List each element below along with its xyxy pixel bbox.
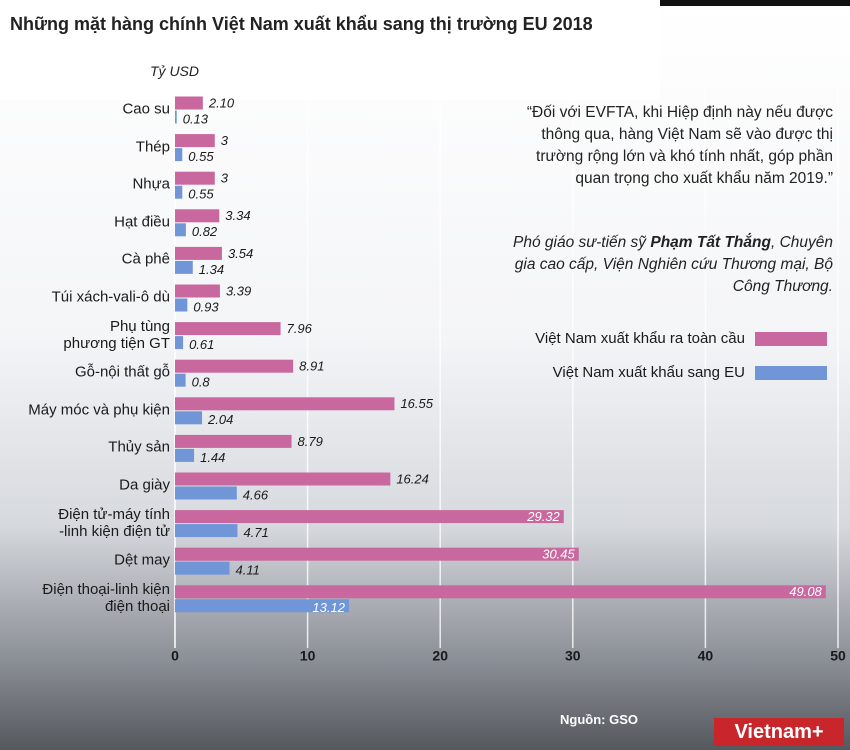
y-tick-label: Thủy sản: [108, 438, 170, 456]
value-label: 2.10: [208, 95, 235, 110]
bar: [175, 322, 281, 336]
value-label: 3: [221, 171, 229, 186]
chart-title: Những mặt hàng chính Việt Nam xuất khẩu …: [10, 14, 593, 34]
value-label: 0.8: [192, 375, 211, 390]
value-label: 8.91: [299, 359, 324, 374]
logo: Vietnam+: [714, 718, 844, 746]
value-label: 49.08: [789, 584, 822, 599]
value-label: 29.32: [526, 509, 560, 524]
bar: [175, 223, 186, 237]
x-tick-label: 0: [171, 648, 179, 664]
y-tick-label: Dệt may: [114, 551, 170, 569]
y-tick-label: Nhựa: [132, 175, 170, 193]
value-label: 4.66: [243, 487, 269, 502]
bar: [175, 397, 395, 411]
y-tick-label: Điện tử-máy tính -linh kiện điện tử: [58, 505, 170, 540]
value-label: 0.82: [192, 224, 218, 239]
value-label: 0.55: [188, 149, 214, 164]
legend-label: Việt Nam xuất khẩu sang EU: [553, 364, 745, 381]
legend-swatch: [755, 332, 827, 346]
bar: [175, 434, 292, 448]
bar: [175, 134, 215, 148]
author-prefix: Phó giáo sư-tiến sỹ: [513, 234, 647, 251]
value-label: 3.34: [225, 208, 250, 223]
bar: [175, 110, 177, 124]
quote: “Đối với EVFTA, khi Hiệp định này nếu đư…: [526, 104, 833, 187]
bar: [175, 472, 391, 486]
value-label: 0.93: [193, 299, 219, 314]
x-tick-label: 50: [830, 648, 846, 664]
bar: [175, 359, 294, 373]
bar: [175, 209, 220, 223]
y-tick-label: Thép: [135, 138, 170, 156]
source: Nguồn: GSO: [560, 712, 638, 727]
value-label: 0.13: [183, 111, 209, 126]
bar: [175, 96, 203, 110]
value-label: 2.04: [207, 412, 233, 427]
value-label: 3: [221, 133, 229, 148]
value-label: 4.71: [243, 525, 268, 540]
y-tick-label: Gỗ-nội thất gỗ: [74, 363, 170, 381]
title-bg: [0, 0, 660, 100]
bar: [175, 510, 564, 524]
value-label: 1.34: [199, 262, 224, 277]
bar: [175, 260, 193, 274]
y-tick-label: Hạt điều: [114, 213, 170, 231]
legend-label: Việt Nam xuất khẩu ra toàn cầu: [535, 330, 745, 347]
bar: [175, 448, 195, 462]
x-tick-label: 10: [300, 648, 316, 664]
value-label: 13.12: [312, 600, 345, 615]
value-label: 0.55: [188, 187, 214, 202]
value-label: 4.11: [235, 563, 259, 578]
x-tick-label: 40: [698, 648, 714, 664]
unit-label: Tỷ USD: [150, 63, 199, 79]
bar: [175, 185, 183, 199]
x-tick-label: 30: [565, 648, 581, 664]
author-name: Phạm Tất Thắng: [650, 234, 771, 251]
y-tick-label: Máy móc và phụ kiện: [28, 401, 170, 419]
value-label: 7.96: [287, 321, 313, 336]
value-label: 3.39: [226, 283, 251, 298]
bar: [175, 336, 184, 350]
y-tick-label: Phụ tùng phương tiện GT: [63, 317, 170, 352]
bar: [175, 599, 349, 613]
x-tick-label: 20: [432, 648, 448, 664]
y-tick-label: Cao su: [122, 100, 170, 118]
value-label: 3.54: [228, 246, 253, 261]
attribution: Phó giáo sư-tiến sỹ Phạm Tất Thắng, Chuy…: [510, 232, 833, 298]
bar: [175, 246, 222, 260]
y-tick-label: Cà phê: [121, 250, 170, 268]
author-suffix: , Chuyên gia cao cấp, Viện Nghiên cứu Th…: [514, 234, 833, 295]
bar: [175, 298, 188, 312]
bar: [175, 547, 579, 561]
y-tick-label: Da giày: [119, 476, 170, 494]
bar: [175, 373, 186, 387]
value-label: 1.44: [200, 450, 225, 465]
y-tick-label: Điện thoại-linh kiện điện thoại: [42, 580, 170, 615]
value-label: 30.45: [542, 547, 575, 562]
bar: [175, 486, 237, 500]
value-label: 16.24: [396, 471, 429, 486]
value-label: 16.55: [400, 396, 433, 411]
bar: [175, 561, 230, 575]
bar: [175, 585, 826, 599]
bar: [175, 524, 238, 538]
bar: [175, 148, 183, 162]
bar: [175, 284, 220, 298]
value-label: 0.61: [189, 337, 214, 352]
bar: [175, 171, 215, 185]
value-label: 8.79: [298, 434, 323, 449]
legend-swatch: [755, 366, 827, 380]
y-tick-label: Túi xách-vali-ô dù: [51, 288, 170, 306]
bar: [175, 411, 203, 425]
